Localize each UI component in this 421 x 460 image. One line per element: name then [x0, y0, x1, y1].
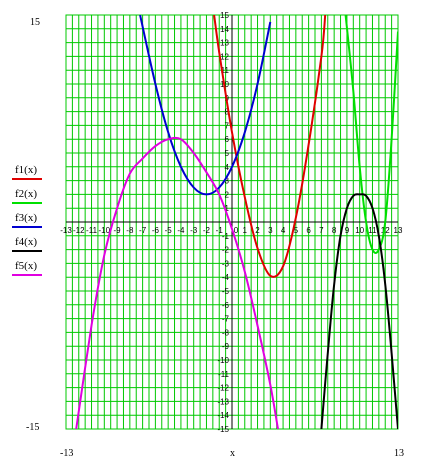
y-tick-label: 12 [220, 52, 229, 61]
x-tick-label: 9 [345, 226, 350, 235]
x-tick-label: 2 [255, 226, 260, 235]
x-tick-label: 6 [306, 226, 311, 235]
x-tick-label: 1 [243, 226, 248, 235]
x-tick-label: 8 [332, 226, 337, 235]
legend-swatch [12, 274, 42, 276]
y-tick-label: 14 [220, 25, 229, 34]
x-tick-label: -13 [60, 226, 72, 235]
legend-item-f1: f1(x) [2, 164, 50, 188]
y-tick-label: -10 [217, 356, 229, 365]
y-tick-label: -11 [218, 370, 230, 379]
x-tick-label: 13 [394, 226, 403, 235]
y-tick-label: -9 [222, 342, 230, 351]
x-tick-label: -12 [73, 226, 85, 235]
legend-swatch [12, 250, 42, 252]
x-tick-label: -6 [152, 226, 160, 235]
x-tick-label: -1 [216, 226, 224, 235]
y-tick-label: 5 [225, 149, 230, 158]
x-tick-label: -4 [177, 226, 185, 235]
series-line-f3 [139, 15, 272, 196]
y-tick-label: 2 [225, 190, 230, 199]
series-line-f2 [344, 15, 398, 255]
y-tick-label: 7 [225, 121, 230, 130]
x-tick-label: 11 [368, 226, 377, 235]
x-min-label: -13 [60, 448, 74, 459]
y-min-label: -15 [26, 422, 40, 433]
y-tick-label: -2 [222, 246, 230, 255]
y-tick-label: -1 [222, 232, 230, 241]
x-tick-label: -7 [139, 226, 147, 235]
x-tick-label: -9 [114, 226, 122, 235]
x-tick-label: 5 [294, 226, 299, 235]
y-tick-label: 4 [225, 163, 230, 172]
x-tick-label: -8 [126, 226, 134, 235]
legend-label: f5(x) [15, 260, 37, 272]
y-tick-label: -7 [222, 315, 230, 324]
legend-item-f5: f5(x) [2, 260, 50, 284]
x-tick-label: -3 [190, 226, 198, 235]
y-tick-label: -13 [217, 397, 229, 406]
legend-item-f2: f2(x) [2, 188, 50, 212]
y-tick-label: 11 [221, 66, 230, 75]
legend-swatch [12, 226, 42, 228]
y-tick-label: 6 [225, 135, 230, 144]
y-tick-label: -6 [222, 301, 230, 310]
legend-swatch [12, 178, 42, 180]
x-axis-title: x [230, 448, 235, 459]
legend-item-f3: f3(x) [2, 212, 50, 236]
y-tick-label: 8 [225, 108, 230, 117]
x-tick-label: 12 [381, 226, 390, 235]
y-max-label: 15 [30, 17, 40, 28]
x-tick-label: 3 [268, 226, 273, 235]
y-tick-label: -5 [222, 287, 230, 296]
x-tick-label: 4 [281, 226, 286, 235]
y-tick-label: 15 [220, 11, 229, 20]
y-tick-label: -3 [222, 259, 230, 268]
legend-swatch [12, 202, 42, 204]
x-tick-label: 0 [234, 226, 239, 235]
legend-label: f4(x) [15, 236, 37, 248]
x-tick-label: -2 [203, 226, 211, 235]
x-tick-label: -5 [165, 226, 173, 235]
y-tick-label: -8 [222, 328, 230, 337]
y-tick-label: 3 [225, 177, 230, 186]
y-tick-label: 1 [225, 204, 230, 213]
x-tick-label: 10 [355, 226, 364, 235]
legend-item-f4: f4(x) [2, 236, 50, 260]
series-line-f5 [75, 136, 279, 429]
x-tick-label: 7 [319, 226, 324, 235]
legend-label: f2(x) [15, 188, 37, 200]
y-tick-label: -14 [217, 411, 229, 420]
y-tick-label: 13 [220, 39, 229, 48]
x-max-label: 13 [394, 448, 404, 459]
y-tick-label: -12 [217, 384, 229, 393]
y-tick-label: -4 [222, 273, 230, 282]
legend-label: f1(x) [15, 164, 37, 176]
legend-label: f3(x) [15, 212, 37, 224]
series-line-f1 [213, 15, 327, 278]
x-tick-label: -11 [86, 226, 98, 235]
y-tick-label: -15 [217, 425, 229, 434]
x-tick-label: -10 [99, 226, 111, 235]
series-line-f4 [320, 193, 398, 429]
